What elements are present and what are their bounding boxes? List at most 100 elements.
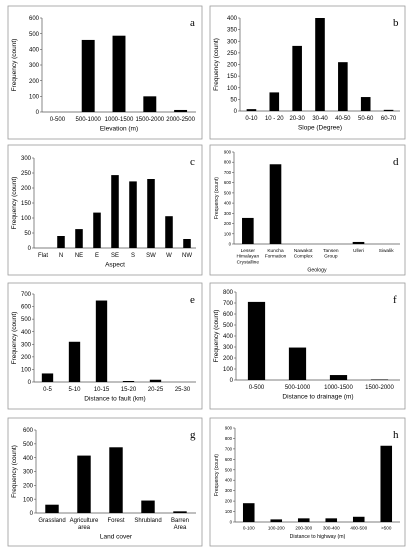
y-tick-label: 350 (227, 28, 238, 34)
x-axis-title: Distance to fault (km) (84, 396, 145, 403)
y-tick-label: 50 (230, 97, 237, 103)
x-axis-title: Distance to highway (m) (290, 534, 346, 540)
x-category-label: 500-1000 (285, 385, 311, 391)
y-tick-label: 150 (21, 201, 32, 207)
y-tick-label: 100 (21, 368, 32, 374)
bar-b-6 (383, 109, 394, 111)
y-tick-label: 600 (223, 312, 234, 318)
bar-c-5 (129, 181, 137, 248)
x-category-label: S (131, 253, 135, 259)
chart-panel-b: b 0 50 100 150 200 250 300 350 400 0-10 10 - 20 20-3… (209, 5, 406, 140)
x-category-label: N (59, 253, 63, 259)
x-category-label: 10-15 (94, 387, 110, 393)
y-tick-label: 100 (227, 86, 238, 92)
bar-h-5 (380, 445, 393, 522)
y-axis-title: Frequency (count) (213, 38, 220, 91)
y-tick-label: 100 (29, 94, 40, 100)
panel-frame (7, 144, 203, 276)
bar-g-0 (45, 504, 59, 513)
x-category-label: Siwalik (379, 248, 395, 254)
bar-e-0 (41, 373, 54, 382)
bar-e-3 (122, 380, 135, 382)
x-category-label: Barren Area (171, 518, 189, 531)
chart-panel-e: e 0 100 200 300 400 500 600 700 0-5 5-10 10-15 15-20… (7, 282, 203, 410)
bar-g-2 (109, 447, 123, 513)
x-axis-title: Distance to drainage (m) (282, 394, 353, 401)
y-axis-title: Frequency (count) (11, 312, 18, 365)
bar-e-2 (95, 300, 108, 382)
y-tick-label: 600 (21, 305, 32, 311)
bar-h-0 (242, 503, 255, 522)
y-tick-label: 500 (224, 190, 232, 195)
y-tick-label: 700 (224, 170, 232, 175)
chart-panel-c: c 0 50 100 150 200 250 300 Flat N NE E SE S SW W NW Aspec… (7, 144, 203, 276)
y-axis-title: Frequency (count) (213, 310, 220, 363)
x-category-label: Forest (107, 518, 124, 524)
y-tick-label: 100 (224, 231, 232, 236)
bar-g-3 (141, 500, 155, 513)
panel-letter: c (190, 156, 195, 168)
y-tick-label: 700 (21, 292, 32, 298)
y-tick-label: 500 (225, 467, 233, 472)
y-tick-label: 200 (21, 186, 32, 192)
y-tick-label: 200 (225, 499, 233, 504)
y-tick-label: 800 (224, 160, 232, 165)
y-tick-label: 0 (30, 511, 34, 517)
x-category-label: 10 - 20 (265, 116, 284, 122)
bar-b-0 (246, 109, 257, 111)
y-tick-label: 300 (21, 156, 32, 162)
x-category-label: >500 (381, 526, 392, 531)
y-tick-label: 200 (21, 355, 32, 361)
chart-panel-a: a 0 100 200 300 400 500 600 0-500 500-1000 1000-15… (7, 5, 203, 140)
y-tick-label: 250 (21, 171, 32, 177)
x-category-label: 2000-2500 (166, 117, 195, 123)
bar-g-4 (173, 511, 187, 513)
x-category-label: 40-50 (335, 116, 351, 122)
bar-a-2 (112, 35, 126, 112)
bar-f-0 (247, 301, 266, 380)
y-tick-label: 300 (225, 488, 233, 493)
x-category-label: SW (146, 253, 156, 259)
chart-panel-g: g 0 100 200 300 400 500 600 Grassland Agriculture… (7, 417, 203, 547)
bar-f-1 (288, 347, 307, 380)
x-category-label: 0-500 (50, 117, 66, 123)
y-tick-label: 50 (24, 231, 31, 237)
y-tick-label: 400 (225, 478, 233, 483)
x-category-label: 1000-1500 (105, 117, 134, 123)
y-tick-label: 400 (21, 330, 32, 336)
y-tick-label: 500 (223, 323, 234, 329)
y-axis-title: Frequency (count) (214, 454, 220, 496)
y-tick-label: 200 (223, 356, 234, 362)
x-category-label: 20-25 (148, 387, 164, 393)
y-tick-label: 400 (29, 47, 40, 53)
y-tick-label: 600 (23, 428, 34, 434)
bar-c-4 (111, 175, 119, 248)
x-category-label: 60-70 (381, 116, 397, 122)
y-tick-label: 100 (225, 509, 233, 514)
y-tick-label: 300 (23, 470, 34, 476)
x-category-label: 0-500 (249, 385, 265, 391)
bar-c-8 (183, 239, 191, 248)
bar-d-4 (352, 241, 365, 244)
panel-frame (7, 5, 203, 140)
y-tick-label: 600 (225, 457, 233, 462)
y-tick-label: 300 (227, 39, 238, 45)
bar-a-3 (143, 96, 157, 112)
y-axis-title: Frequency (count) (11, 39, 18, 92)
bar-h-2 (297, 518, 310, 522)
bar-f-2 (329, 375, 348, 380)
y-axis-title: Frequency (count) (11, 177, 18, 230)
chart-panel-f: f 0 100 200 300 400 500 600 700 800 0-500 500-1000 1… (209, 282, 406, 410)
x-category-label: 1500-2000 (135, 117, 164, 123)
panel-letter: g (190, 429, 196, 441)
y-tick-label: 200 (23, 483, 34, 489)
x-category-label: Kuncha Formation (265, 248, 287, 260)
bar-h-1 (270, 519, 283, 522)
x-category-label: NW (182, 253, 192, 259)
bar-c-3 (93, 212, 101, 248)
y-tick-label: 0 (230, 378, 234, 384)
x-axis-title: Aspect (105, 262, 125, 269)
panel-letter: h (393, 429, 399, 441)
bar-b-1 (269, 92, 280, 111)
x-category-label: 100-200 (268, 526, 285, 531)
